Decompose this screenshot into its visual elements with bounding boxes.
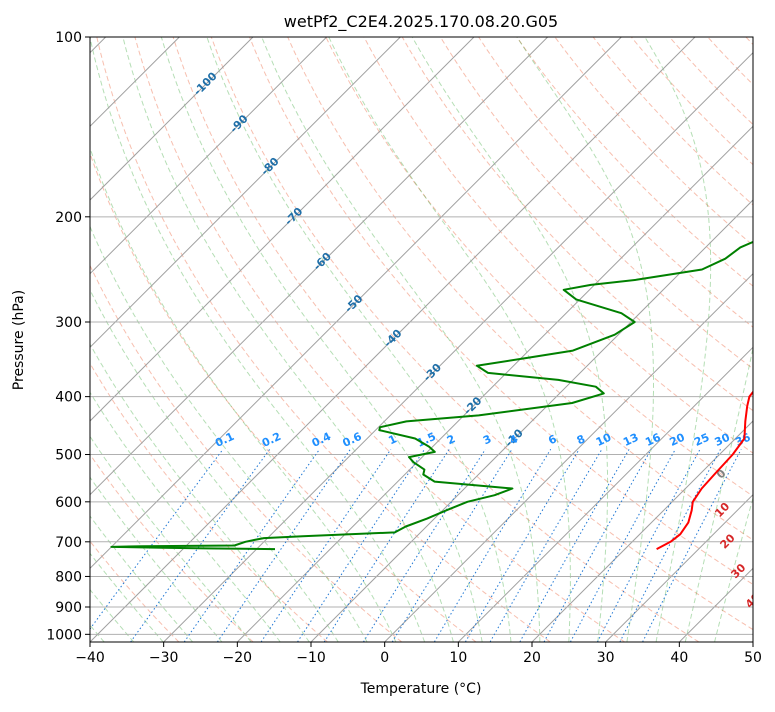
chart-title: wetPf2_C2E4.2025.170.08.20.G05 (284, 12, 558, 32)
x-tick-label: 0 (380, 650, 389, 666)
y-axis-label: Pressure (hPa) (11, 290, 27, 390)
y-tick-label: 1000 (46, 627, 82, 643)
y-tick-label: 500 (55, 448, 82, 464)
y-tick-label: 100 (55, 30, 82, 46)
y-tick-label: 700 (55, 535, 82, 551)
x-tick-label: −30 (149, 650, 179, 666)
x-tick-label: −20 (223, 650, 253, 666)
x-tick-label: 40 (670, 650, 688, 666)
x-tick-label: 10 (449, 650, 467, 666)
y-tick-label: 900 (55, 600, 82, 616)
y-tick-label: 400 (55, 390, 82, 406)
x-tick-label: 50 (744, 650, 762, 666)
x-tick-label: 30 (597, 650, 615, 666)
x-tick-label: 20 (523, 650, 541, 666)
y-tick-label: 200 (55, 210, 82, 226)
x-tick-label: −10 (296, 650, 326, 666)
x-axis-label: Temperature (°C) (360, 681, 482, 697)
y-tick-label: 600 (55, 495, 82, 511)
y-tick-label: 800 (55, 569, 82, 585)
x-tick-label: −40 (75, 650, 105, 666)
y-tick-label: 300 (55, 315, 82, 331)
